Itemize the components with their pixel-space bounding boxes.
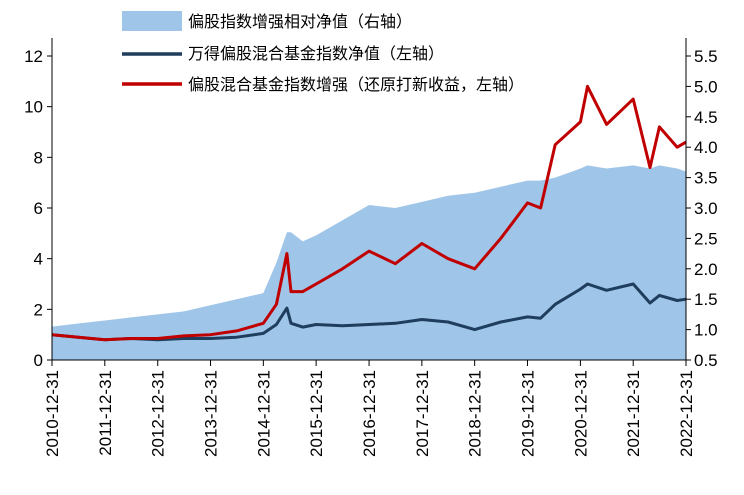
x-tick-label: 2011-12-31 — [96, 370, 115, 456]
series-line-1 — [51, 282, 687, 342]
y-right-tick-label: 2.0 — [694, 260, 718, 279]
x-tick-label: 2015-12-31 — [307, 370, 326, 457]
y-left-tick-label: 12 — [24, 47, 43, 66]
y-left-tick-label: 6 — [34, 199, 43, 218]
x-tick-label: 2010-12-31 — [43, 370, 62, 457]
series-line-2 — [51, 84, 687, 342]
y-right-tick-label: 0.5 — [694, 351, 718, 370]
y-left-tick-label: 0 — [34, 351, 43, 370]
y-right-tick-label: 1.5 — [694, 290, 718, 309]
y-right-tick-label: 3.5 — [694, 169, 718, 188]
y-right-tick-label: 5.5 — [694, 47, 718, 66]
y-left-tick-label: 8 — [34, 148, 43, 167]
area-layer — [52, 165, 686, 360]
y-left-tick-label: 2 — [34, 300, 43, 319]
x-tick-label: 2022-12-31 — [677, 370, 696, 457]
y-right-tick-label: 2.5 — [694, 229, 718, 248]
x-tick-label: 2013-12-31 — [202, 370, 221, 457]
y-right-tick-label: 5.0 — [694, 77, 718, 96]
x-tick-label: 2021-12-31 — [624, 370, 643, 457]
x-tick-label: 2018-12-31 — [466, 370, 485, 457]
y-left-tick-label: 10 — [24, 98, 43, 117]
y-right-tick-label: 4.5 — [694, 108, 718, 127]
x-tick-label: 2012-12-31 — [149, 370, 168, 457]
x-tick-label: 2019-12-31 — [519, 370, 538, 457]
y-left-tick-label: 4 — [34, 250, 43, 269]
series-area-0 — [52, 165, 686, 360]
lines-layer — [51, 84, 687, 342]
legend-label-relative-nav: 偏股指数增强相对净值（右轴） — [188, 12, 412, 31]
legend-label-enhanced-index: 偏股混合基金指数增强（还原打新收益，左轴） — [188, 75, 524, 94]
x-tick-label: 2014-12-31 — [254, 370, 273, 457]
y-right-tick-label: 4.0 — [694, 138, 718, 157]
legend-label-fund-index: 万得偏股混合基金指数净值（左轴） — [188, 44, 444, 63]
y-right-tick-label: 3.0 — [694, 199, 718, 218]
y-right-tick-label: 1.0 — [694, 321, 718, 340]
x-tick-label: 2020-12-31 — [571, 370, 590, 457]
x-tick-label: 2017-12-31 — [413, 370, 432, 457]
ticks-layer: 0 2 4 6 8 10 12 0.5 1.0 1.5 2.0 2.5 3.0 3.5 4.0 4.5 5.0 5… — [24, 47, 718, 457]
legend-swatch-relative-nav — [122, 11, 182, 31]
axes-layer — [47, 38, 691, 366]
legend: 偏股指数增强相对净值（右轴） 万得偏股混合基金指数净值（左轴） 偏股混合基金指数… — [122, 11, 524, 94]
x-tick-label: 2016-12-31 — [360, 370, 379, 457]
